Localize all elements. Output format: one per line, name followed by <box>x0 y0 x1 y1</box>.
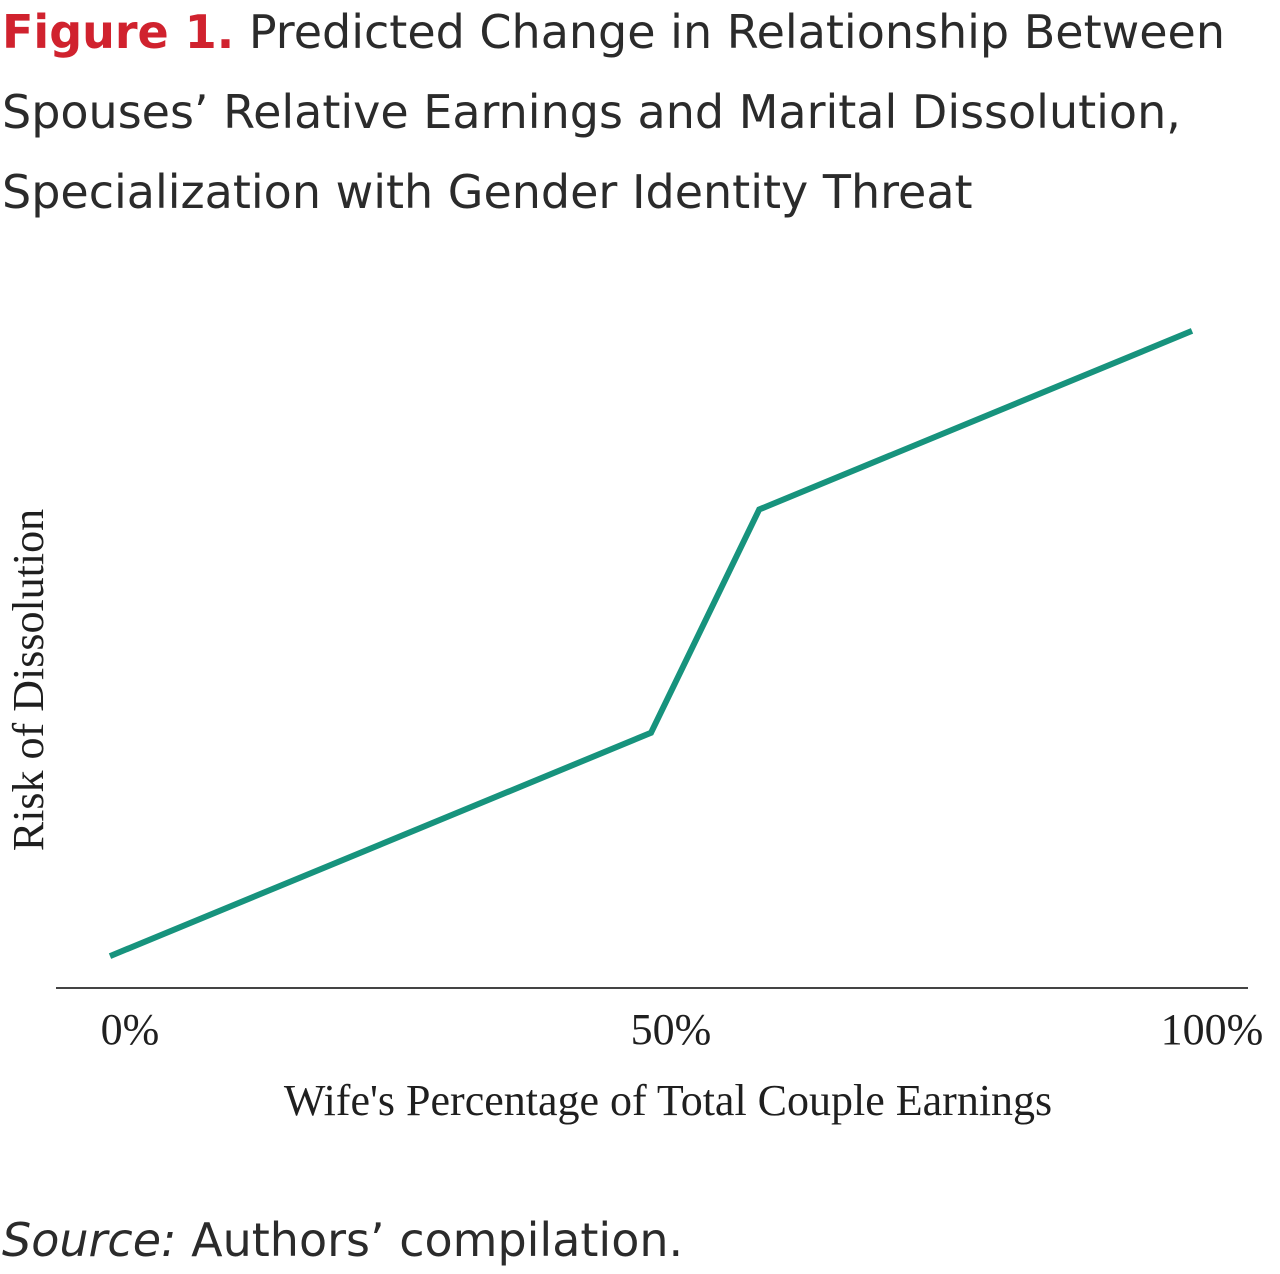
figure-title: Predicted Change in Relationship Between… <box>2 5 1226 219</box>
source-label: Source: <box>2 1213 177 1267</box>
series-layer <box>108 328 1194 959</box>
source-note: Source: Authors’ compilation. <box>2 1212 683 1268</box>
x-tick-label: 50% <box>631 1005 712 1054</box>
x-tick-labels: 0% 50% 100% <box>101 1005 1264 1054</box>
x-tick-label: 100% <box>1161 1005 1264 1054</box>
figure-caption: Figure 1. Predicted Change in Relationsh… <box>2 0 1272 232</box>
x-tick-label: 0% <box>101 1005 160 1054</box>
y-axis-label: Risk of Dissolution <box>4 509 53 851</box>
x-axis-label: Wife's Percentage of Total Couple Earnin… <box>284 1076 1052 1125</box>
source-text: Authors’ compilation. <box>191 1213 684 1267</box>
series-line-0 <box>108 328 1194 959</box>
figure-label: Figure 1. <box>2 5 235 59</box>
